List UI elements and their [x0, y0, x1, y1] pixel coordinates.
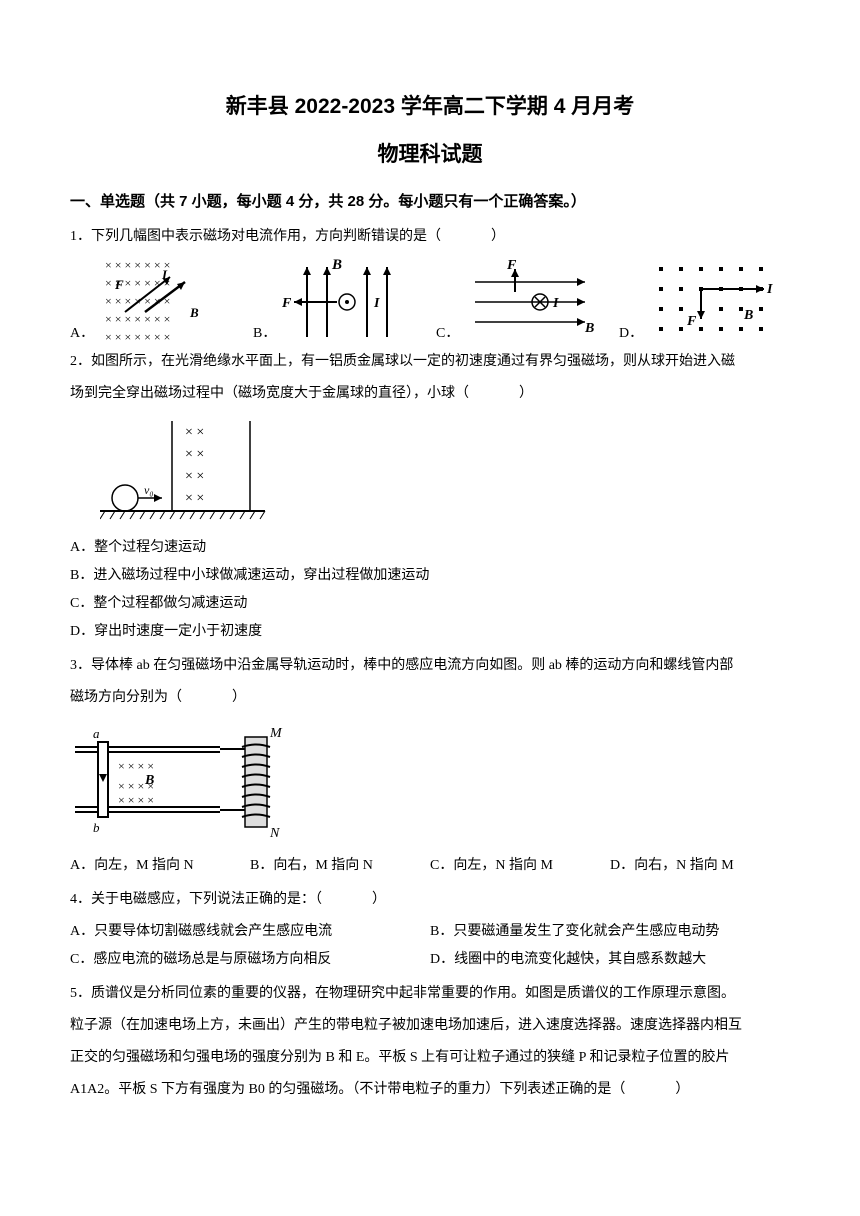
svg-text:I: I [552, 296, 559, 311]
q2-opt-a: A．整个过程匀速运动 [70, 534, 790, 562]
q4-opt-a: A．只要导体切割磁感线就会产生感应电流 [70, 918, 430, 946]
svg-text:F: F [114, 277, 124, 292]
section-1-header: 一、单选题（共 7 小题，每小题 4 分，共 28 分。每小题只有一个正确答案。… [70, 190, 790, 211]
q3-opt-a: A．向左，M 指向 N [70, 852, 250, 880]
svg-text:N: N [269, 826, 280, 841]
q5-close: ） [675, 1082, 689, 1097]
q3-opt-b: B．向右，M 指向 N [250, 852, 430, 880]
svg-text:a: a [93, 726, 100, 741]
q2-opt-c: C．整个过程都做匀减速运动 [70, 590, 790, 618]
svg-text:B: B [584, 321, 594, 336]
svg-text:F: F [686, 314, 697, 329]
exam-subtitle: 物理科试题 [70, 138, 790, 168]
q2-text2: 场到完全穿出磁场过程中（磁场宽度大于金属球的直径），小球（ [70, 386, 469, 401]
svg-text:× × × ×: × × × × [118, 759, 154, 773]
svg-text:v₀: v₀ [144, 483, 154, 497]
q2-close: ） [519, 386, 533, 401]
q3-close: ） [232, 690, 246, 705]
q1-fig-c: F I B [465, 257, 595, 342]
q1-option-a: A． × × × × × × × × × × × × × × × × × × ×… [70, 257, 241, 342]
svg-text:× ×: × × [185, 469, 204, 484]
svg-text:b: b [93, 820, 100, 835]
svg-text:× × × × × × ×: × × × × × × × [105, 312, 170, 326]
svg-text:I: I [373, 296, 380, 311]
q2-opt-d: D．穿出时速度一定小于初速度 [70, 618, 790, 646]
question-4: 4．关于电磁感应，下列说法正确的是：（ ） A．只要导体切割磁感线就会产生感应电流… [70, 886, 790, 974]
q2-opt-b: B．进入磁场过程中小球做减速运动，穿出过程做加速运动 [70, 562, 790, 590]
svg-text:I: I [161, 267, 168, 282]
exam-title: 新丰县 2022-2023 学年高二下学期 4 月月考 [70, 90, 790, 120]
svg-text:× ×: × × [185, 425, 204, 440]
q4-text: 4．关于电磁感应，下列说法正确的是：（ [70, 892, 322, 907]
q1-fig-d: I F B [649, 257, 779, 342]
svg-text:B: B [144, 773, 154, 788]
svg-text:B: B [189, 305, 199, 320]
q4-opt-d: D．线圈中的电流变化越快，其自感系数越大 [430, 946, 790, 974]
q1-close: ） [491, 229, 505, 244]
q3-text1: 3．导体棒 ab 在匀强磁场中沿金属导轨运动时，棒中的感应电流方向如图。则 ab… [70, 658, 733, 673]
q3-opt-d: D．向右，N 指向 M [610, 852, 790, 880]
q3-opt-c: C．向左，N 指向 M [430, 852, 610, 880]
svg-text:B: B [743, 308, 753, 323]
q5-text4: A1A2。平板 S 下方有强度为 B0 的匀强磁场。（不计带电粒子的重力）下列表… [70, 1082, 625, 1097]
svg-text:× ×: × × [185, 491, 204, 506]
question-2: 2．如图所示，在光滑绝缘水平面上，有一铝质金属球以一定的初速度通过有界匀强磁场，… [70, 348, 790, 646]
q1-option-d: D． I F B [619, 257, 790, 342]
q1-text: 1．下列几幅图中表示磁场对电流作用，方向判断错误的是（ [70, 229, 441, 244]
svg-text:× × × ×: × × × × [118, 793, 154, 807]
svg-text:B: B [331, 257, 342, 273]
q1-fig-a: × × × × × × × × × × × × × × × × × × × × … [100, 257, 210, 342]
q2-figure: × × × × × × × × v₀ [100, 416, 790, 526]
q1-fig-b: B F I [282, 257, 392, 342]
q5-text1: 5．质谱仪是分析同位素的重要的仪器，在物理研究中起非常重要的作用。如图是质谱仪的… [70, 986, 735, 1001]
svg-text:M: M [269, 726, 283, 741]
q3-figure: a b × × × × × × × × × × × × B M [70, 722, 790, 842]
q4-close: ） [372, 892, 386, 907]
svg-text:× × × × × × ×: × × × × × × × [105, 330, 170, 342]
q3-text2: 磁场方向分别为（ [70, 690, 182, 705]
q1-option-b: B． B F I [253, 257, 424, 342]
q4-opt-c: C．感应电流的磁场总是与原磁场方向相反 [70, 946, 430, 974]
q1-option-c: C． F I B [436, 257, 607, 342]
svg-text:I: I [766, 282, 773, 297]
q4-opt-b: B．只要磁通量发生了变化就会产生感应电动势 [430, 918, 790, 946]
svg-text:× × × × × × ×: × × × × × × × [105, 258, 170, 272]
q5-text2: 粒子源（在加速电场上方，未画出）产生的带电粒子被加速电场加速后，进入速度选择器。… [70, 1018, 742, 1033]
question-5: 5．质谱仪是分析同位素的重要的仪器，在物理研究中起非常重要的作用。如图是质谱仪的… [70, 980, 790, 1104]
svg-text:F: F [282, 296, 292, 311]
q2-text1: 2．如图所示，在光滑绝缘水平面上，有一铝质金属球以一定的初速度通过有界匀强磁场，… [70, 354, 735, 369]
question-3: 3．导体棒 ab 在匀强磁场中沿金属导轨运动时，棒中的感应电流方向如图。则 ab… [70, 652, 790, 880]
q5-text3: 正交的匀强磁场和匀强电场的强度分别为 B 和 E。平板 S 上有可让粒子通过的狭… [70, 1050, 729, 1065]
question-1: 1．下列几幅图中表示磁场对电流作用，方向判断错误的是（ ） A． × × × × … [70, 223, 790, 342]
svg-text:× ×: × × [185, 447, 204, 462]
